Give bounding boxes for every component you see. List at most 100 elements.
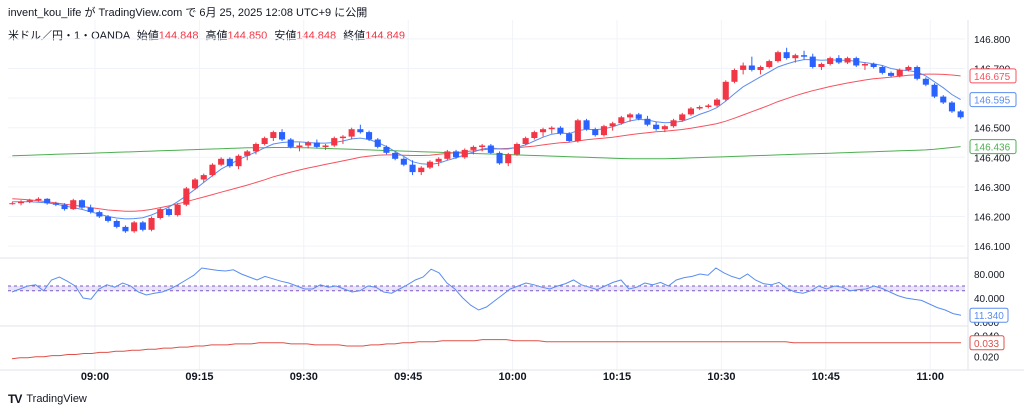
candle-body bbox=[705, 105, 712, 107]
candle-body bbox=[52, 203, 59, 205]
candle-body bbox=[879, 67, 886, 73]
time-tick-label: 09:00 bbox=[81, 371, 109, 383]
price-badge bbox=[969, 139, 1017, 155]
candle-body bbox=[801, 55, 808, 57]
footer-brand: TV TradingView bbox=[8, 392, 87, 406]
oscillator-badge-label: 11.340 bbox=[974, 311, 1004, 322]
candle-body bbox=[9, 203, 16, 205]
candle-body bbox=[783, 52, 790, 59]
candle-body bbox=[35, 198, 42, 201]
candle-body bbox=[748, 65, 755, 70]
candle-body bbox=[766, 61, 773, 67]
candle-body bbox=[435, 158, 442, 162]
candle-body bbox=[418, 167, 425, 173]
price-tick-label: 146.100 bbox=[974, 242, 1011, 253]
candle-body bbox=[279, 132, 286, 140]
candle-body bbox=[835, 58, 842, 63]
candle-body bbox=[400, 158, 407, 165]
candle-body bbox=[366, 132, 373, 140]
candle-body bbox=[270, 132, 277, 138]
candle-body bbox=[844, 58, 851, 63]
candle-body bbox=[148, 218, 155, 230]
candle-body bbox=[131, 222, 138, 232]
candle-body bbox=[931, 84, 938, 97]
oscillator-badge bbox=[969, 307, 1009, 323]
candle-body bbox=[653, 124, 660, 130]
candle-body bbox=[252, 144, 259, 152]
slow-ma-line bbox=[12, 73, 961, 212]
candle-body bbox=[644, 118, 651, 125]
candle-body bbox=[513, 144, 520, 155]
candle-body bbox=[444, 151, 451, 159]
oscillator-tick-label: 0.000 bbox=[974, 318, 999, 329]
time-tick-label: 10:00 bbox=[499, 371, 527, 383]
candle-body bbox=[331, 138, 338, 146]
candle-body bbox=[948, 102, 955, 112]
candle-body bbox=[922, 78, 929, 85]
fast-ma-line bbox=[12, 59, 961, 220]
time-tick-label: 09:45 bbox=[394, 371, 422, 383]
candle-body bbox=[792, 55, 799, 59]
candle-body bbox=[426, 161, 433, 168]
long-ma-line bbox=[12, 146, 961, 160]
time-tick-label: 10:15 bbox=[603, 371, 631, 383]
lower-badge bbox=[969, 335, 1005, 351]
oscillator-band bbox=[8, 286, 965, 291]
candle-body bbox=[157, 209, 164, 218]
candle-body bbox=[827, 58, 834, 64]
candle-body bbox=[635, 114, 642, 119]
candle-body bbox=[18, 201, 25, 204]
candle-body bbox=[322, 145, 329, 147]
candle-body bbox=[957, 111, 964, 118]
tradingview-logo-icon: TV bbox=[8, 392, 22, 406]
candle-body bbox=[139, 222, 146, 230]
price-tick-label: 146.800 bbox=[974, 35, 1011, 46]
candle-body bbox=[905, 67, 912, 70]
candle-body bbox=[487, 145, 494, 153]
candle-body bbox=[61, 204, 68, 210]
candle-body bbox=[940, 96, 947, 103]
candle-body bbox=[409, 164, 416, 173]
candle-body bbox=[339, 136, 346, 139]
candle-body bbox=[183, 188, 190, 205]
price-badge-label: 146.675 bbox=[974, 72, 1011, 83]
candle-body bbox=[888, 72, 895, 76]
candle-body bbox=[627, 114, 634, 118]
time-tick-label: 10:45 bbox=[812, 371, 840, 383]
candle-body bbox=[287, 139, 294, 147]
candle-body bbox=[531, 132, 538, 138]
candle-body bbox=[244, 151, 251, 156]
brand-name: TradingView bbox=[26, 393, 87, 405]
publish-attribution: invent_kou_life が TradingView.com で 6月 2… bbox=[8, 7, 368, 19]
candle-body bbox=[392, 152, 399, 159]
candle-body bbox=[696, 107, 703, 109]
candle-body bbox=[174, 204, 181, 216]
candle-body bbox=[96, 212, 103, 217]
candle-body bbox=[818, 64, 825, 67]
candle-body bbox=[566, 133, 573, 141]
price-tick-label: 146.200 bbox=[974, 213, 1011, 224]
lower-tick-label: 0.020 bbox=[974, 353, 999, 364]
candle-body bbox=[78, 200, 85, 208]
candle-body bbox=[914, 67, 921, 79]
oscillator-tick-label: 40.000 bbox=[974, 294, 1005, 305]
candle-body bbox=[192, 179, 199, 189]
candle-body bbox=[165, 209, 172, 215]
candle-body bbox=[453, 151, 460, 158]
candle-body bbox=[670, 120, 677, 127]
candle-body bbox=[305, 142, 312, 146]
candle-body bbox=[348, 129, 355, 137]
candle-body bbox=[574, 120, 581, 141]
candle-body bbox=[218, 158, 225, 165]
candle-body bbox=[722, 81, 729, 100]
candle-body bbox=[757, 67, 764, 70]
candle-body bbox=[896, 70, 903, 76]
candle-body bbox=[583, 120, 590, 130]
oscillator-line bbox=[11, 267, 962, 316]
candle-body bbox=[540, 129, 547, 133]
price-badge-label: 146.436 bbox=[974, 143, 1011, 154]
candle-body bbox=[496, 152, 503, 164]
candle-body bbox=[313, 142, 320, 147]
candle-body bbox=[557, 127, 564, 134]
